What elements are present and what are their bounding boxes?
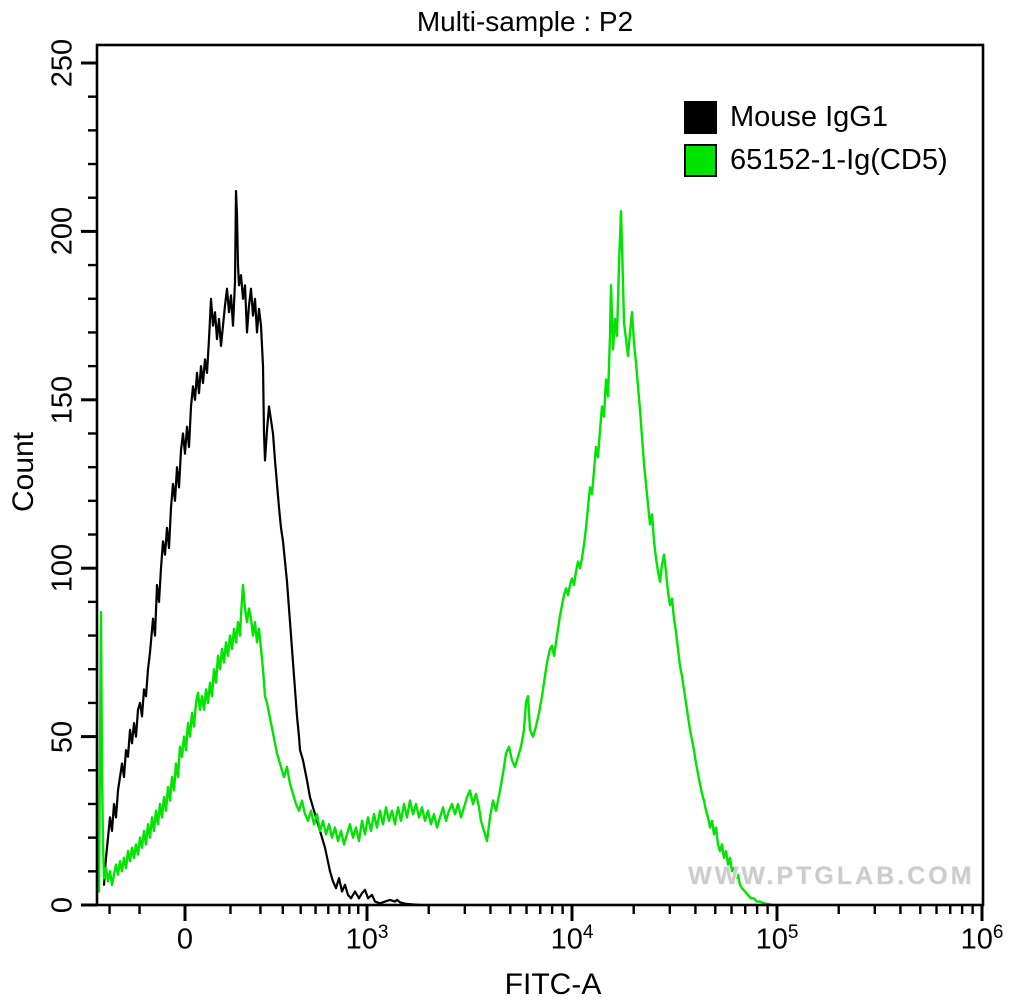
mouse-igg1-curve <box>102 189 422 907</box>
x-tick-label-1e6: 106 <box>960 922 1004 956</box>
igg1-color-swatch <box>684 101 717 134</box>
x-tick-label-1e5: 105 <box>755 922 799 956</box>
watermark: WWW.PTGLAB.COM <box>688 862 975 890</box>
axis-ticks <box>81 61 984 921</box>
y-tick-label-50: 50 <box>46 720 79 753</box>
y-tick-label-200: 200 <box>46 207 79 256</box>
x-tick-label-1e3: 103 <box>345 922 389 956</box>
x-axis-title: FITC-A <box>504 968 602 1001</box>
chart-title: Multi-sample : P2 <box>416 6 634 37</box>
histogram-curves <box>97 189 775 907</box>
legend: Mouse IgG1 65152-1-Ig(CD5) <box>684 96 948 182</box>
x-tick-label-0: 0 <box>176 923 194 956</box>
legend-label-igg1: Mouse IgG1 <box>730 101 888 133</box>
x-tick-label-1e4: 104 <box>550 922 594 956</box>
legend-label-cd5: 65152-1-Ig(CD5) <box>730 144 948 176</box>
y-axis-title: Count <box>7 431 40 513</box>
cd5-color-swatch <box>684 144 717 177</box>
y-tick-label-100: 100 <box>46 543 79 593</box>
plot-frame <box>95 43 985 907</box>
legend-item-cd5: 65152-1-Ig(CD5) <box>684 139 948 182</box>
legend-item-igg1: Mouse IgG1 <box>684 96 948 139</box>
65152-1-ig-cd5--curve <box>97 209 775 907</box>
y-tick-label-150: 150 <box>46 375 79 424</box>
y-tick-label-0: 0 <box>46 896 79 914</box>
y-tick-label-250: 250 <box>46 38 79 88</box>
